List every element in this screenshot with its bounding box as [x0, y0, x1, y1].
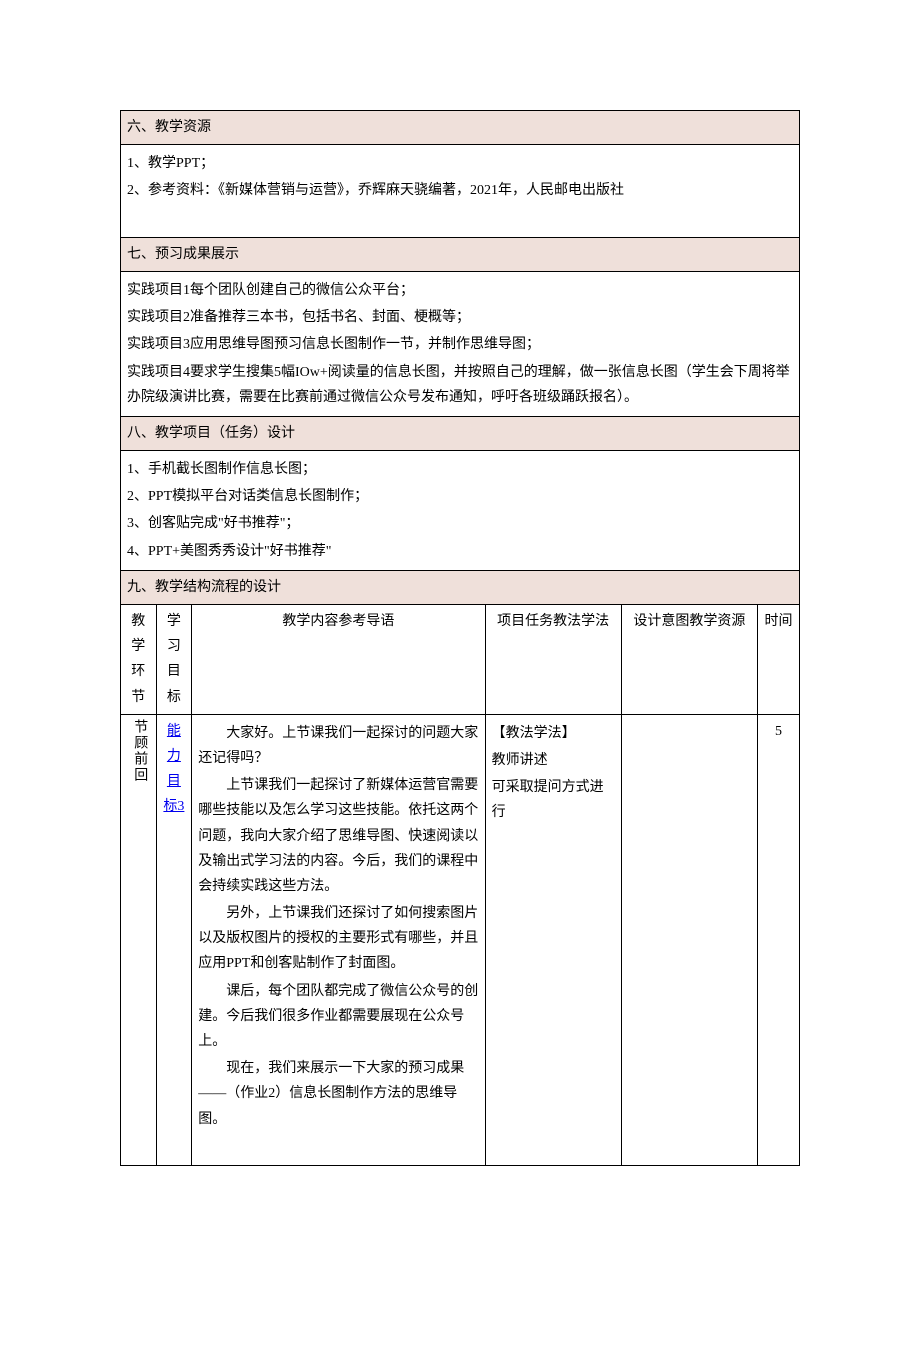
structure-table-header-row: 教学环节 学习目标 教学内容参考导语 项目任务教法学法 设计意图教学资源 时间 [121, 605, 800, 715]
structure-table-row: 节顾前回 能力目标3 大家好。上节课我们一起探讨的问题大家还记得吗？ 上节课我们… [121, 714, 800, 1165]
col-header-time: 时间 [757, 605, 799, 715]
goal-cell: 能力目标3 [156, 714, 192, 1165]
preview-item-4: 实践项目4要求学生搜集5幅IOw+阅读量的信息长图，并按照自己的理解，做一张信息… [127, 360, 793, 410]
content-cell: 大家好。上节课我们一起探讨的问题大家还记得吗？ 上节课我们一起探讨了新媒体运营官… [192, 714, 485, 1165]
col-header-design: 设计意图教学资源 [621, 605, 757, 715]
content-para-2: 上节课我们一起探讨了新媒体运营官需要哪些技能以及怎么学习这些技能。依托这两个问题… [198, 773, 478, 899]
document-page: 六、教学资源 1、教学PPT； 2、参考资料：《新媒体营销与运营》，乔辉麻天骁编… [0, 0, 920, 1366]
section-6-header: 六、教学资源 [121, 111, 800, 145]
task-item-2: 2、PPT模拟平台对话类信息长图制作； [127, 484, 793, 509]
method-line-1: 【教法学法】 [492, 721, 615, 746]
preview-item-3: 实践项目3应用思维导图预习信息长图制作一节，并制作思维导图； [127, 332, 793, 357]
task-item-4: 4、PPT+美图秀秀设计"好书推荐" [127, 539, 793, 564]
lesson-plan-table: 六、教学资源 1、教学PPT； 2、参考资料：《新媒体营销与运营》，乔辉麻天骁编… [120, 110, 800, 1166]
section-6-body: 1、教学PPT； 2、参考资料：《新媒体营销与运营》，乔辉麻天骁编著，2021年… [121, 145, 800, 238]
content-para-4: 课后，每个团队都完成了微信公众号的创建。今后我们很多作业都需要展现在公众号上。 [198, 979, 478, 1055]
task-item-1: 1、手机截长图制作信息长图； [127, 457, 793, 482]
col-header-goal: 学习目标 [156, 605, 192, 715]
resource-item-1: 1、教学PPT； [127, 151, 793, 176]
time-cell: 5 [757, 714, 799, 1165]
task-item-3: 3、创客贴完成"好书推荐"； [127, 511, 793, 536]
content-para-5: 现在，我们来展示一下大家的预习成果——（作业2）信息长图制作方法的思维导图。 [198, 1056, 478, 1132]
design-cell [621, 714, 757, 1165]
col-header-content: 教学内容参考导语 [192, 605, 485, 715]
section-8-header: 八、教学项目（任务）设计 [121, 416, 800, 450]
content-para-1: 大家好。上节课我们一起探讨的问题大家还记得吗？ [198, 721, 478, 771]
stage-text: 节顾前回 [127, 719, 152, 783]
stage-cell: 节顾前回 [121, 714, 157, 1165]
section-7-header: 七、预习成果展示 [121, 237, 800, 271]
preview-item-2: 实践项目2准备推荐三本书，包括书名、封面、梗概等； [127, 305, 793, 330]
preview-item-1: 实践项目1每个团队创建自己的微信公众平台； [127, 278, 793, 303]
col-header-method: 项目任务教法学法 [485, 605, 621, 715]
method-cell: 【教法学法】 教师讲述 可采取提问方式进行 [485, 714, 621, 1165]
content-para-3: 另外，上节课我们还探讨了如何搜索图片以及版权图片的授权的主要形式有哪些，并且应用… [198, 901, 478, 977]
method-line-2: 教师讲述 [492, 748, 615, 773]
method-line-3: 可采取提问方式进行 [492, 775, 615, 825]
resource-item-2: 2、参考资料：《新媒体营销与运营》，乔辉麻天骁编著，2021年，人民邮电出版社 [127, 178, 793, 203]
goal-link[interactable]: 能力目标3 [163, 724, 184, 815]
section-8-body: 1、手机截长图制作信息长图； 2、PPT模拟平台对话类信息长图制作； 3、创客贴… [121, 451, 800, 571]
col-header-stage: 教学环节 [121, 605, 157, 715]
section-7-body: 实践项目1每个团队创建自己的微信公众平台； 实践项目2准备推荐三本书，包括书名、… [121, 271, 800, 416]
section-9-header: 九、教学结构流程的设计 [121, 570, 800, 604]
